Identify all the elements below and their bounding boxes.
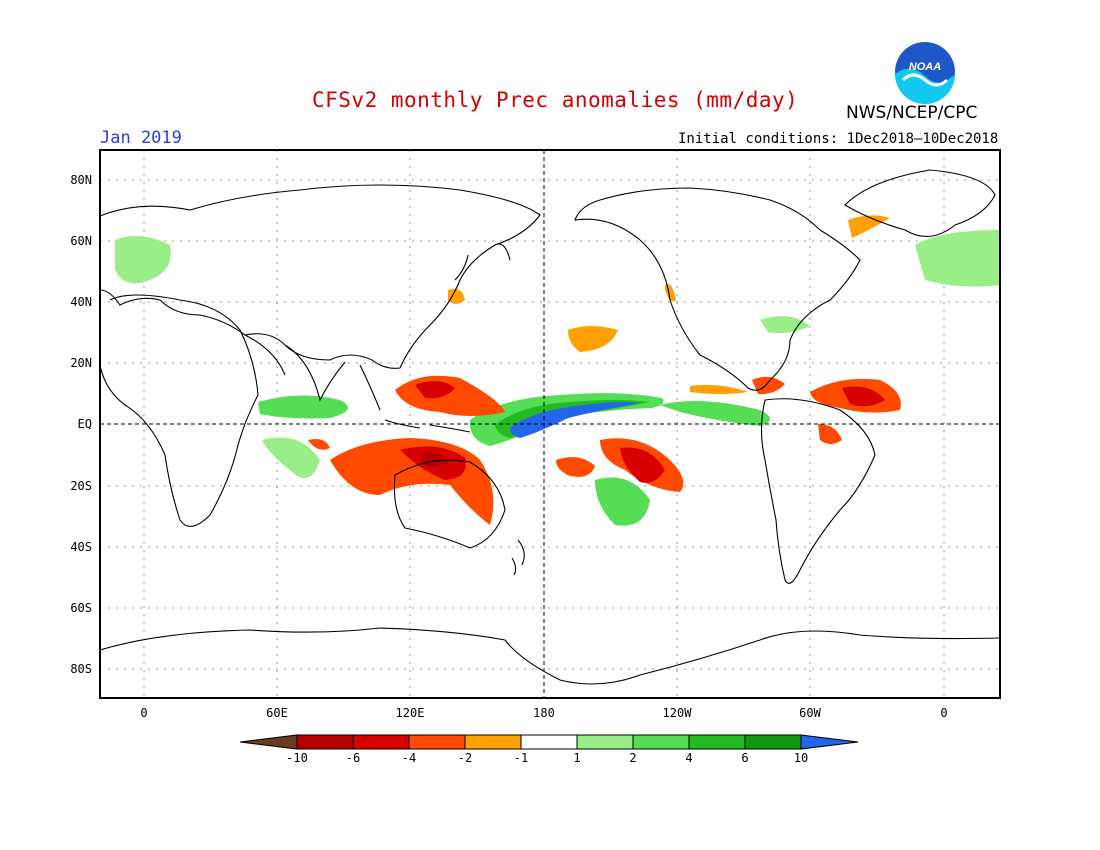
colorbar-label: 10 [793, 751, 809, 765]
y-tick-label: 20S [70, 479, 92, 493]
colorbar [239, 734, 859, 750]
x-tick-label: 60W [799, 706, 821, 720]
colorbar-label: -6 [345, 751, 361, 765]
colorbar-label: -4 [401, 751, 417, 765]
colorbar-bin [296, 734, 354, 750]
x-tick-label: 0 [940, 706, 948, 720]
chart-title: CFSv2 monthly Prec anomalies (mm/day) [312, 88, 799, 112]
logo-text: NOAA [909, 61, 941, 73]
agency-label: NWS/NCEP/CPC [846, 103, 978, 123]
y-tick-label: 60S [70, 601, 92, 615]
x-tick-label: 120W [662, 706, 692, 720]
precip-anomaly-shading [115, 215, 1000, 526]
colorbar-bin [688, 734, 746, 750]
colorbar-label: -2 [457, 751, 473, 765]
colorbar-label: -10 [286, 751, 308, 765]
colorbar-bin [408, 734, 466, 750]
colorbar-label: 1 [573, 751, 581, 765]
colorbar-label: 6 [741, 751, 749, 765]
colorbar-bin [744, 734, 802, 750]
y-tick-label: 80S [70, 662, 92, 676]
y-tick-label: 80N [70, 173, 92, 187]
colorbar-label: 4 [685, 751, 693, 765]
colorbar-bin [576, 734, 634, 750]
colorbar-bin [464, 734, 522, 750]
initial-conditions: Initial conditions: 1Dec2018–10Dec2018 [678, 131, 999, 147]
y-tick-label: 40N [70, 295, 92, 309]
colorbar-label: 2 [629, 751, 637, 765]
colorbar-bin [352, 734, 410, 750]
x-tick-label: 180 [533, 706, 555, 720]
y-tick-label: 60N [70, 234, 92, 248]
colorbar-high-arrow [800, 734, 859, 750]
colorbar-label: -1 [513, 751, 529, 765]
forecast-month: Jan 2019 [100, 128, 182, 148]
x-tick-label: 120E [395, 706, 425, 720]
colorbar-bin [632, 734, 690, 750]
y-tick-label: 20N [70, 356, 92, 370]
y-tick-label: EQ [77, 417, 92, 431]
x-tick-label: 60E [266, 706, 288, 720]
colorbar-bin [520, 734, 578, 750]
x-tick-label: 0 [140, 706, 148, 720]
y-tick-label: 40S [70, 540, 92, 554]
coastlines [100, 169, 1000, 685]
noaa-logo: NOAA [895, 42, 955, 104]
colorbar-low-arrow [239, 734, 298, 750]
map-frame [99, 149, 1001, 699]
